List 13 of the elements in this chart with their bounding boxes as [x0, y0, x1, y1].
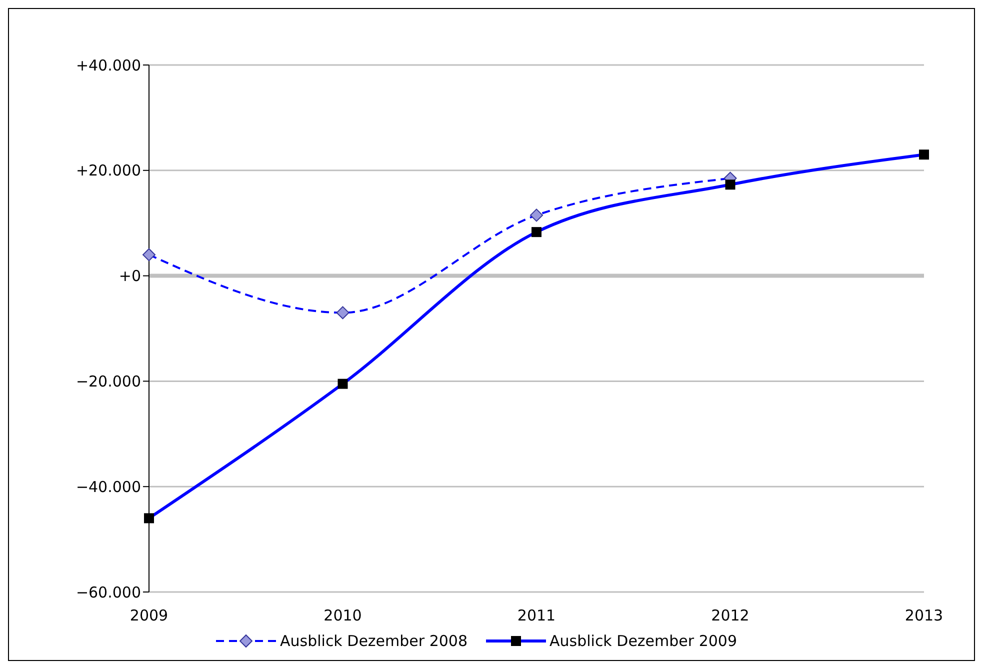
y-tick-label: +20.000 — [76, 162, 141, 180]
x-tick-label: 2011 — [517, 606, 556, 625]
x-tick-label: 2013 — [904, 606, 944, 625]
y-tick-label: −20.000 — [76, 372, 141, 391]
x-tick-label: 2009 — [130, 606, 168, 625]
legend-label: Ausblick Dezember 2009 — [550, 632, 737, 650]
y-tick-label: +0 — [118, 267, 141, 286]
y-tick-label: −60.000 — [76, 583, 141, 602]
x-tick-label: 2012 — [711, 606, 750, 625]
x-tick-label: 2010 — [324, 606, 362, 625]
y-tick-label: −40.000 — [76, 478, 141, 496]
legend-label: Ausblick Dezember 2008 — [280, 632, 468, 650]
y-tick-label: +40.000 — [76, 56, 141, 74]
